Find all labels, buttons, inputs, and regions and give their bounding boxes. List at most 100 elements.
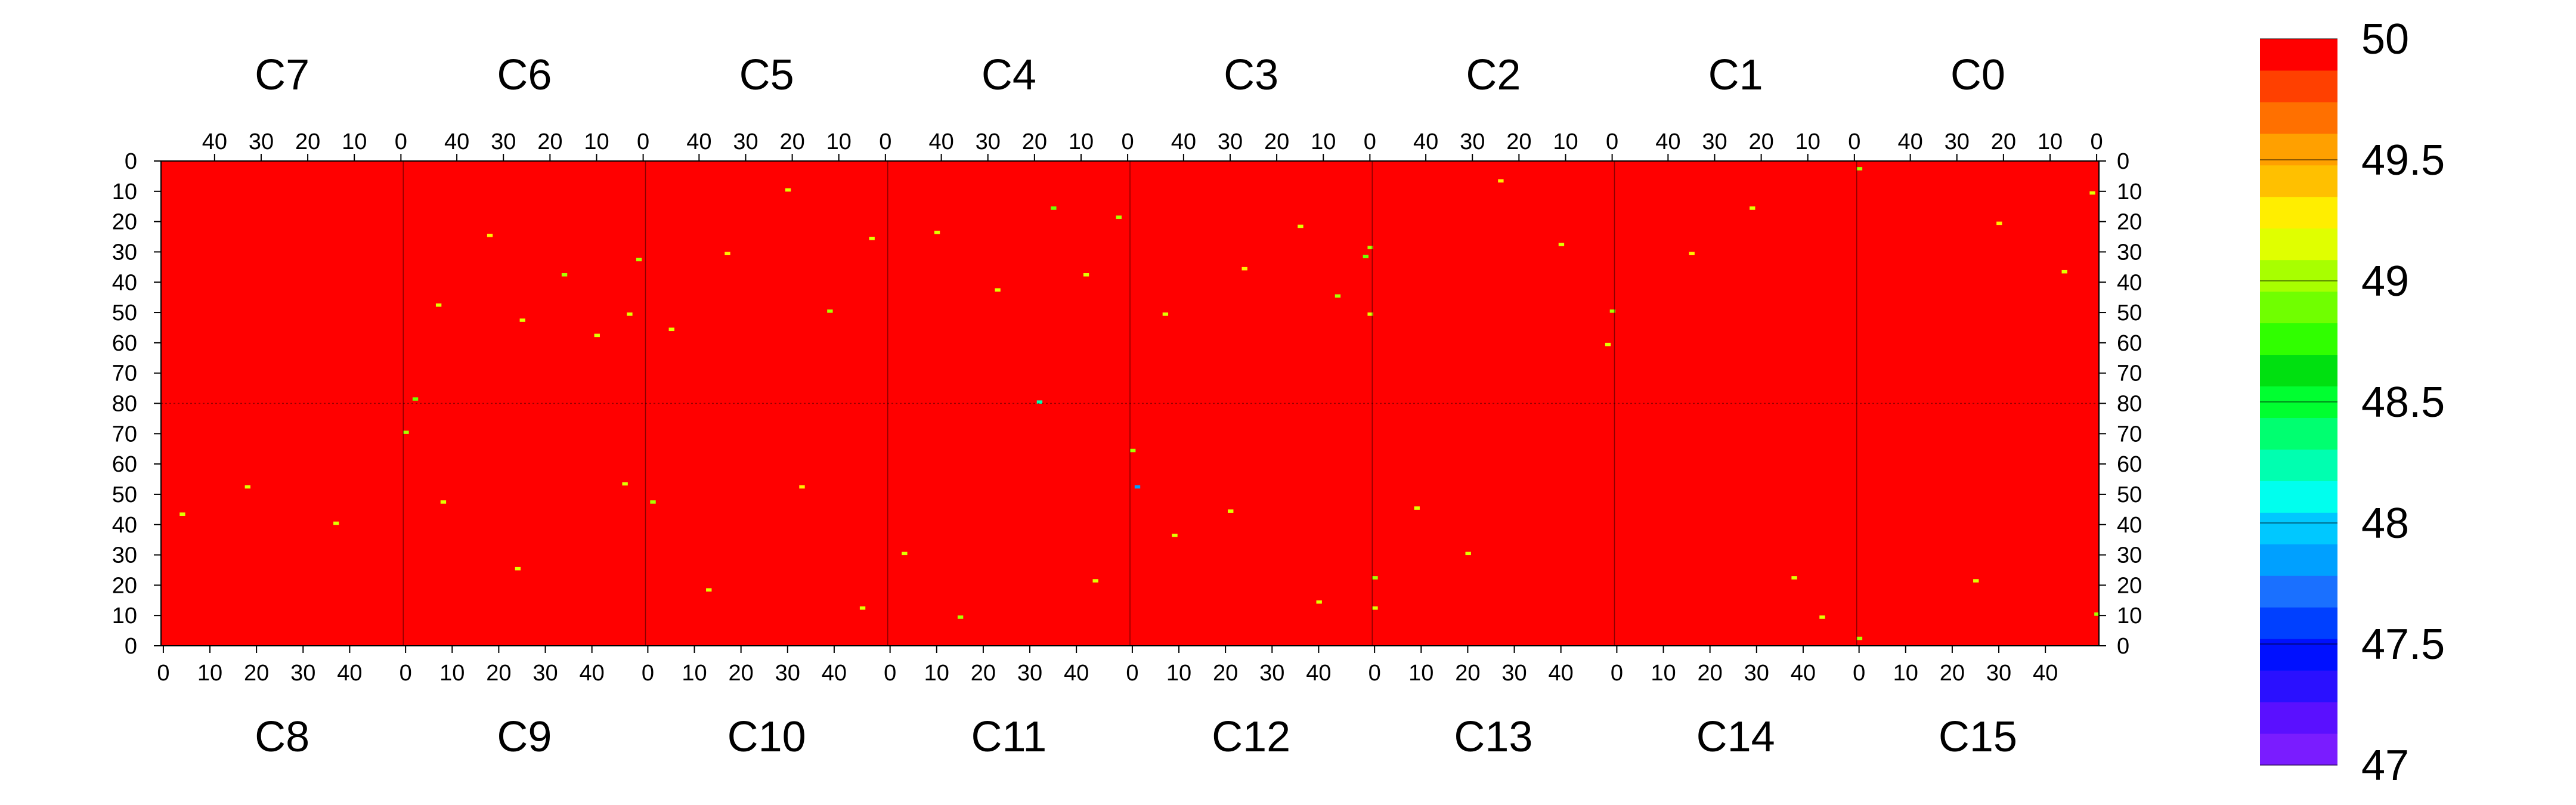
heatmap-cell (1116, 215, 1122, 219)
colorbar-tick-label: 48.5 (2361, 379, 2445, 426)
colorbar-swatch (2260, 670, 2337, 702)
top-x-tick-label: 30 (249, 129, 274, 154)
colorbar-swatch (2260, 481, 2337, 513)
chip-label-top: C3 (1224, 51, 1278, 99)
heatmap-cell (594, 333, 600, 338)
heatmap-cell (1036, 400, 1043, 404)
heatmap-cell (799, 485, 805, 489)
left-y-tick-label: 0 (125, 149, 137, 174)
heatmap-cell (622, 482, 628, 486)
heatmap-cell (1363, 255, 1368, 259)
top-x-tick-label: 40 (686, 129, 711, 154)
heatmap-cell (859, 606, 866, 610)
heatmap-cell (412, 397, 419, 401)
colorbar-swatch (2260, 101, 2337, 134)
top-x-tick-label: 10 (1553, 129, 1578, 154)
top-x-tick-label: 0 (1848, 129, 1860, 154)
heatmap-cell (1051, 206, 1057, 210)
bottom-x-tick-label: 0 (1853, 661, 1865, 686)
heatmap-cell (333, 521, 339, 525)
top-x-tick-label: 20 (779, 129, 804, 154)
heatmap-cell (1465, 552, 1471, 556)
right-y-tick-label: 20 (2117, 573, 2142, 598)
bottom-x-tick-label: 40 (822, 661, 847, 686)
bottom-x-tick-label: 30 (1501, 661, 1527, 686)
heatmap-cell (179, 512, 185, 516)
colorbar-swatch (2260, 512, 2337, 544)
bottom-x-tick-label: 0 (157, 661, 169, 686)
colorbar-swatch (2260, 417, 2337, 450)
right-y-tick-label: 80 (2117, 392, 2142, 417)
top-x-tick-label: 20 (1022, 129, 1047, 154)
colorbar-tick-label: 48 (2361, 500, 2409, 547)
top-x-tick-label: 40 (202, 129, 227, 154)
heatmap-cell (1335, 294, 1341, 298)
top-x-tick-label: 30 (1945, 129, 1970, 154)
heatmap-cell (435, 303, 442, 307)
heatmap-cell (1689, 252, 1695, 256)
chip-label-top: C6 (497, 51, 552, 99)
top-x-tick-label: 20 (295, 129, 320, 154)
bottom-x-tick-label: 10 (924, 661, 949, 686)
right-y-tick-label: 60 (2117, 331, 2142, 356)
bottom-x-tick-label: 30 (1744, 661, 1769, 686)
heatmap-cell (519, 318, 525, 322)
right-y-tick-label: 10 (2117, 603, 2142, 628)
heatmap-cell (902, 552, 908, 556)
chip-label-bottom: C12 (1212, 713, 1290, 761)
bottom-x-tick-label: 30 (1017, 661, 1042, 686)
left-y-tick-label: 70 (112, 422, 137, 447)
colorbar-swatch (2260, 607, 2337, 639)
heatmap-cell (1083, 273, 1089, 277)
top-x-tick-label: 40 (1413, 129, 1438, 154)
top-x-tick-label: 20 (1748, 129, 1773, 154)
chip-label-top: C7 (255, 51, 309, 99)
top-x-tick-label: 30 (733, 129, 758, 154)
top-x-tick-label: 20 (1264, 129, 1289, 154)
heatmap-cell (1856, 167, 1863, 171)
bottom-x-tick-label: 20 (1213, 661, 1238, 686)
heatmap-cell (785, 188, 791, 192)
bottom-x-tick-label: 0 (1611, 661, 1623, 686)
heatmap-cell (1414, 506, 1420, 510)
left-y-tick-label: 20 (112, 210, 137, 235)
chip-label-bottom: C11 (971, 713, 1047, 761)
axes: 0010102020303040400010102020303040400010… (112, 129, 2142, 686)
right-y-tick-label: 60 (2117, 452, 2142, 477)
bottom-x-tick-label: 10 (1893, 661, 1918, 686)
left-y-tick-label: 30 (112, 543, 137, 568)
colorbar-tick-label: 49 (2361, 258, 2409, 305)
bottom-x-tick-label: 10 (1166, 661, 1191, 686)
right-y-tick-label: 20 (2117, 210, 2142, 235)
bottom-x-tick-label: 20 (1455, 661, 1480, 686)
bottom-x-tick-label: 0 (642, 661, 654, 686)
chip-label-top: C2 (1466, 51, 1521, 99)
heatmap-cell (627, 312, 633, 316)
chip-label-bottom: C8 (255, 713, 309, 761)
bottom-x-tick-label: 20 (971, 661, 996, 686)
heatmap-cell (2061, 270, 2067, 274)
left-y-tick-label: 40 (112, 270, 137, 295)
top-x-tick-label: 40 (928, 129, 953, 154)
bottom-x-tick-label: 40 (1306, 661, 1331, 686)
bottom-x-tick-label: 40 (1064, 661, 1089, 686)
top-x-tick-label: 20 (1991, 129, 2016, 154)
left-y-tick-label: 60 (112, 331, 137, 356)
bottom-x-tick-label: 20 (1940, 661, 1965, 686)
colorbar-tick-label: 50 (2361, 16, 2409, 63)
right-y-tick-label: 10 (2117, 179, 2142, 205)
bottom-x-tick-label: 20 (486, 661, 511, 686)
colorbar-tick-label: 49.5 (2361, 137, 2445, 184)
heatmap-cell (1130, 448, 1136, 453)
colorbar-swatch (2260, 133, 2337, 166)
top-x-tick-label: 10 (584, 129, 609, 154)
left-y-tick-label: 20 (112, 573, 137, 598)
left-y-tick-label: 70 (112, 361, 137, 386)
bottom-x-tick-label: 10 (439, 661, 465, 686)
heatmap-cell (1558, 243, 1565, 246)
top-x-tick-label: 10 (826, 129, 852, 154)
chip-label-top: C0 (1950, 51, 2005, 99)
left-y-tick-label: 0 (125, 634, 137, 659)
bottom-x-tick-label: 0 (884, 661, 896, 686)
heatmap-cell (2094, 612, 2100, 616)
